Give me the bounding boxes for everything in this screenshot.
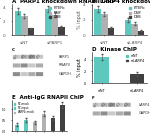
- Bar: [15, 125, 19, 131]
- FancyBboxPatch shape: [108, 112, 115, 116]
- Y-axis label: % input: % input: [77, 10, 82, 29]
- Text: E  Anti-IgG RNAPII ChIP: E Anti-IgG RNAPII ChIP: [12, 95, 84, 100]
- Text: siP2: siP2: [28, 53, 35, 60]
- FancyBboxPatch shape: [100, 103, 108, 107]
- Bar: [24, 120, 28, 131]
- Bar: [45, 9, 51, 35]
- FancyBboxPatch shape: [21, 63, 28, 67]
- Text: GAPDH: GAPDH: [59, 72, 71, 76]
- Bar: [42, 114, 46, 131]
- FancyBboxPatch shape: [108, 103, 115, 107]
- Bar: [33, 122, 37, 131]
- Bar: [108, 28, 114, 35]
- Text: siL4: siL4: [124, 101, 130, 108]
- Text: RNAPII: RNAPII: [59, 63, 70, 67]
- FancyBboxPatch shape: [36, 72, 43, 76]
- Bar: [94, 9, 101, 35]
- FancyBboxPatch shape: [21, 55, 28, 59]
- Text: C: C: [12, 48, 15, 52]
- Text: siNT: siNT: [93, 101, 100, 108]
- FancyBboxPatch shape: [13, 63, 20, 67]
- Legend: siNT, siLARP4: siNT, siLARP4: [125, 54, 145, 63]
- Text: siP3: siP3: [36, 53, 43, 60]
- FancyBboxPatch shape: [28, 55, 35, 59]
- Bar: [51, 118, 56, 131]
- FancyBboxPatch shape: [124, 103, 131, 107]
- Text: PARP1: PARP1: [59, 55, 70, 59]
- Bar: [94, 57, 109, 83]
- Text: siL3: siL3: [116, 101, 123, 108]
- Text: D  Kinase ChIP: D Kinase ChIP: [92, 47, 137, 52]
- Bar: [28, 28, 34, 35]
- FancyBboxPatch shape: [13, 55, 20, 59]
- Bar: [60, 105, 65, 131]
- Bar: [21, 16, 28, 35]
- Y-axis label: % input: % input: [0, 10, 2, 29]
- Text: siL2: siL2: [108, 101, 115, 108]
- Bar: [138, 31, 144, 35]
- Text: siP1: siP1: [21, 53, 27, 60]
- FancyBboxPatch shape: [28, 63, 35, 67]
- Bar: [130, 74, 144, 83]
- Text: siL1: siL1: [101, 101, 107, 108]
- FancyBboxPatch shape: [36, 63, 43, 67]
- Bar: [58, 27, 65, 35]
- Text: GAPDH: GAPDH: [139, 112, 150, 116]
- Text: F: F: [92, 96, 95, 100]
- Legend: P-TEFb, DSIF, DRB: P-TEFb, DSIF, DRB: [128, 6, 145, 20]
- Bar: [131, 24, 138, 35]
- Text: siNT: siNT: [13, 53, 20, 60]
- FancyBboxPatch shape: [100, 112, 108, 116]
- Bar: [15, 11, 21, 35]
- FancyBboxPatch shape: [116, 103, 123, 107]
- Text: B  LARP4 knockdown RNAPII ChIP: B LARP4 knockdown RNAPII ChIP: [92, 0, 150, 4]
- FancyBboxPatch shape: [13, 72, 20, 76]
- Legend: NT-mock, NT-input, LARP4-mock: NT-mock, NT-input, LARP4-mock: [13, 102, 35, 115]
- FancyBboxPatch shape: [93, 103, 100, 107]
- FancyBboxPatch shape: [124, 112, 131, 116]
- FancyBboxPatch shape: [93, 112, 100, 116]
- Bar: [51, 14, 58, 35]
- FancyBboxPatch shape: [36, 55, 43, 59]
- Text: A  PARP1 knockdown RNAPII ChIP: A PARP1 knockdown RNAPII ChIP: [12, 0, 116, 4]
- Legend: P-TEFb, DSIF, DRB: P-TEFb, DSIF, DRB: [48, 6, 65, 20]
- Text: LARP4: LARP4: [139, 103, 150, 107]
- FancyBboxPatch shape: [21, 72, 28, 76]
- FancyBboxPatch shape: [116, 112, 123, 116]
- Bar: [125, 20, 131, 35]
- Y-axis label: % input: % input: [77, 58, 82, 77]
- FancyBboxPatch shape: [28, 72, 35, 76]
- Bar: [101, 14, 108, 35]
